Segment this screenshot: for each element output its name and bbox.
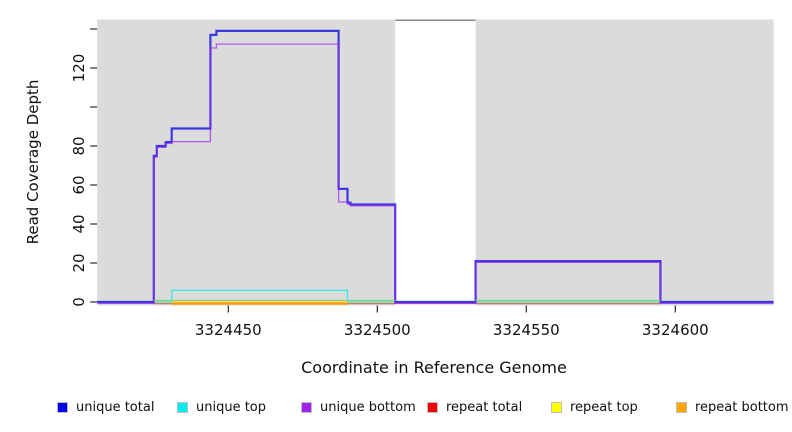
x-tick-label: 3324600 <box>641 321 709 339</box>
y-tick-label: 20 <box>70 253 88 273</box>
y-axis-title: Read Coverage Depth <box>24 79 42 245</box>
x-tick-label: 3324550 <box>492 321 560 339</box>
series-unique-bottom <box>97 43 774 305</box>
x-tick-label: 3324500 <box>343 321 411 339</box>
y-tick-label: 40 <box>70 214 88 234</box>
series-unique-total <box>97 29 774 304</box>
x-tick-label: 3324450 <box>194 321 262 339</box>
no-data-gap-region <box>395 19 476 306</box>
x-axis-title: Coordinate in Reference Genome <box>301 358 567 377</box>
y-tick-label: 0 <box>70 297 88 307</box>
y-tick-label: 60 <box>70 175 88 195</box>
y-tick-label: 80 <box>70 136 88 156</box>
y-tick-label: 120 <box>70 53 88 83</box>
